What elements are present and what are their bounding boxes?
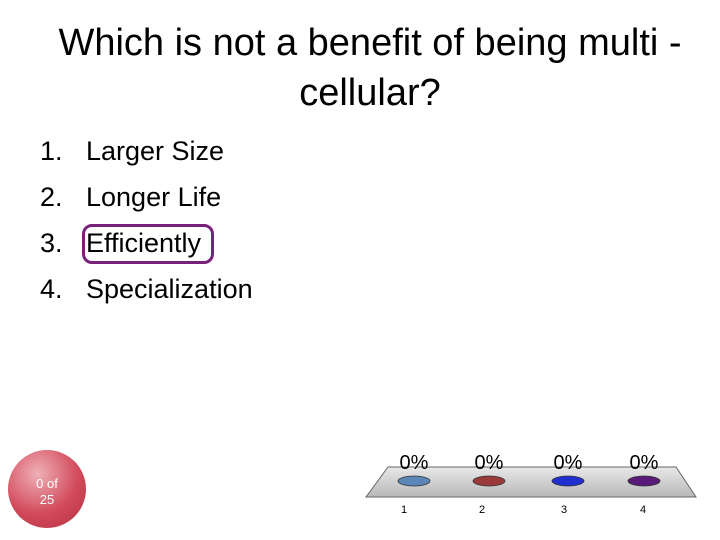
response-counter-badge: 0 of 25 bbox=[8, 450, 86, 528]
bar-base-3 bbox=[551, 475, 585, 487]
option-text: Larger Size bbox=[86, 136, 225, 166]
option-text: Specialization bbox=[86, 274, 253, 304]
option-text: Longer Life bbox=[86, 182, 222, 212]
value-label-2: 0% bbox=[475, 452, 504, 474]
category-label-3: 3 bbox=[561, 504, 567, 516]
bar-base-4 bbox=[627, 475, 661, 487]
category-label-1: 1 bbox=[401, 504, 407, 516]
chart-floor bbox=[365, 466, 697, 498]
answer-highlight-circle bbox=[82, 224, 214, 264]
bar-base-1 bbox=[397, 475, 431, 487]
option-text: Efficiently bbox=[86, 228, 202, 258]
value-label-4: 0% bbox=[630, 452, 659, 474]
option-number: 3. bbox=[40, 228, 63, 258]
value-label-3: 0% bbox=[554, 452, 583, 474]
value-label-1: 0% bbox=[400, 452, 429, 474]
category-label-2: 2 bbox=[479, 504, 485, 516]
response-counter-line2: 25 bbox=[39, 492, 55, 507]
slide-title: Which is not a benefit of being multi -c… bbox=[58, 22, 682, 114]
category-label-4: 4 bbox=[640, 504, 646, 516]
option-number: 2. bbox=[40, 182, 63, 212]
bar-base-2 bbox=[472, 475, 506, 487]
option-number: 4. bbox=[40, 274, 63, 304]
response-counter-line1: 0 of bbox=[36, 476, 58, 491]
option-number: 1. bbox=[40, 136, 63, 166]
